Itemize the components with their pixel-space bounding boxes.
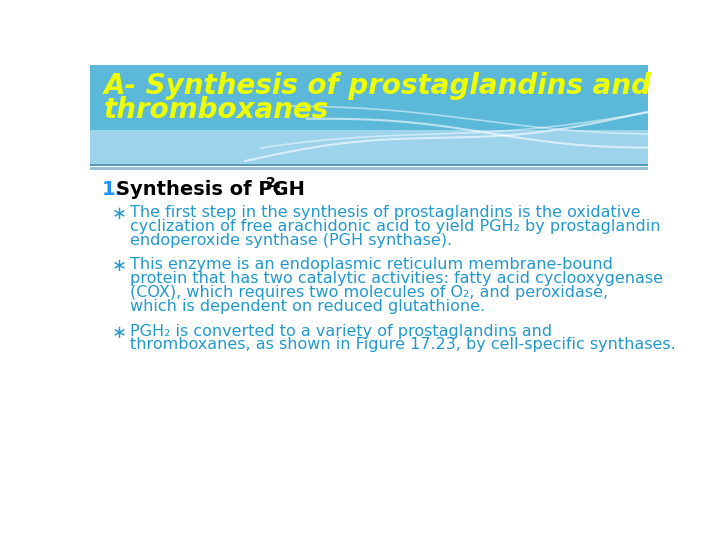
Text: thromboxanes: thromboxanes <box>104 96 329 124</box>
Text: :: : <box>274 180 282 199</box>
Bar <box>90 130 648 165</box>
Text: This enzyme is an endoplasmic reticulum membrane-bound: This enzyme is an endoplasmic reticulum … <box>130 257 613 272</box>
Text: ∗: ∗ <box>112 323 127 341</box>
Text: thromboxanes, as shown in Figure 17.23, by cell-specific synthases.: thromboxanes, as shown in Figure 17.23, … <box>130 338 676 353</box>
Text: protein that has two catalytic activities: fatty acid cyclooxygenase: protein that has two catalytic activitie… <box>130 271 663 286</box>
Bar <box>90 65 648 165</box>
Text: cyclization of free arachidonic acid to yield PGH₂ by prostaglandin: cyclization of free arachidonic acid to … <box>130 219 661 234</box>
Text: 1.: 1. <box>102 180 122 199</box>
Text: which is dependent on reduced glutathione.: which is dependent on reduced glutathion… <box>130 299 485 314</box>
Bar <box>90 164 648 166</box>
Text: (COX), which requires two molecules of O₂, and peroxidase,: (COX), which requires two molecules of O… <box>130 285 608 300</box>
Text: A- Synthesis of prostaglandins and: A- Synthesis of prostaglandins and <box>104 72 652 100</box>
Text: ∗: ∗ <box>112 257 127 275</box>
Text: 2: 2 <box>266 177 276 191</box>
Text: The first step in the synthesis of prostaglandins is the oxidative: The first step in the synthesis of prost… <box>130 205 641 220</box>
Text: PGH₂ is converted to a variety of prostaglandins and: PGH₂ is converted to a variety of prosta… <box>130 323 552 339</box>
Text: ∗: ∗ <box>112 205 127 223</box>
Bar <box>90 167 648 170</box>
Text: Synthesis of PGH: Synthesis of PGH <box>116 180 305 199</box>
Text: endoperoxide synthase (PGH synthase).: endoperoxide synthase (PGH synthase). <box>130 233 452 248</box>
